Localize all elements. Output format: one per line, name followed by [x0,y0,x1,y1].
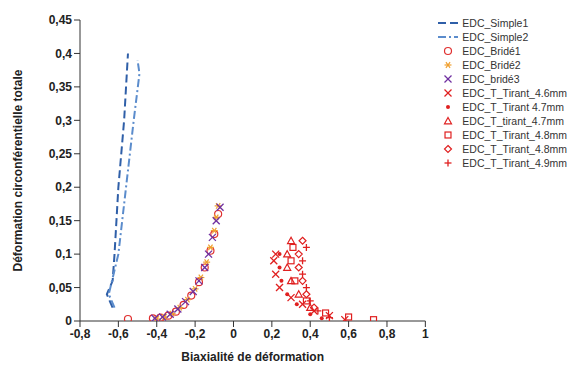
svg-text:0,25: 0,25 [49,147,73,161]
svg-text:0,6: 0,6 [340,327,357,341]
svg-text:0,45: 0,45 [49,13,73,27]
svg-text:0: 0 [65,314,72,328]
svg-text:Biaxialité de déformation: Biaxialité de déformation [181,350,324,364]
svg-text:0,15: 0,15 [49,214,73,228]
html-text:EDC_T_Tirant_4.8mm: EDC_T_Tirant_4.8mm [462,129,567,141]
svg-text:-0,4: -0,4 [146,327,167,341]
svg-text:Déformation circonférentielle: Déformation circonférentielle totale [11,69,25,271]
svg-text:0,05: 0,05 [49,281,73,295]
svg-text:0,2: 0,2 [55,180,72,194]
html-text:EDC_Bridé1: EDC_Bridé1 [462,45,521,57]
html-text:EDC_Simple2: EDC_Simple2 [462,31,529,43]
html-text:EDC_T_tirant_4.7mm: EDC_T_tirant_4.7mm [462,115,564,127]
html-text:EDC_bridé3: EDC_bridé3 [462,73,520,85]
svg-text:0,3: 0,3 [55,114,72,128]
html-text:EDC_Bridé2: EDC_Bridé2 [462,59,521,71]
svg-text:0: 0 [230,327,237,341]
html-text:EDC_Simple1: EDC_Simple1 [462,17,529,29]
svg-text:-0,8: -0,8 [70,327,91,341]
html-text:EDC_T_Tirant 4.7mm: EDC_T_Tirant 4.7mm [462,101,565,113]
svg-text:0,4: 0,4 [302,327,319,341]
svg-text:0,1: 0,1 [55,247,72,261]
svg-text:0,35: 0,35 [49,80,73,94]
svg-text:-0,2: -0,2 [185,327,206,341]
html-text:EDC_T_Tirant_4.9mm: EDC_T_Tirant_4.9mm [462,157,567,169]
svg-text:0,4: 0,4 [55,47,72,61]
html-text:EDC_T_Tirant_4.8mm: EDC_T_Tirant_4.8mm [462,143,567,155]
svg-text:1: 1 [422,327,429,341]
svg-text:-0,6: -0,6 [108,327,129,341]
svg-text:0,8: 0,8 [379,327,396,341]
svg-text:0,2: 0,2 [264,327,281,341]
html-text:EDC_T_Tirant_4.6mm: EDC_T_Tirant_4.6mm [462,87,567,99]
